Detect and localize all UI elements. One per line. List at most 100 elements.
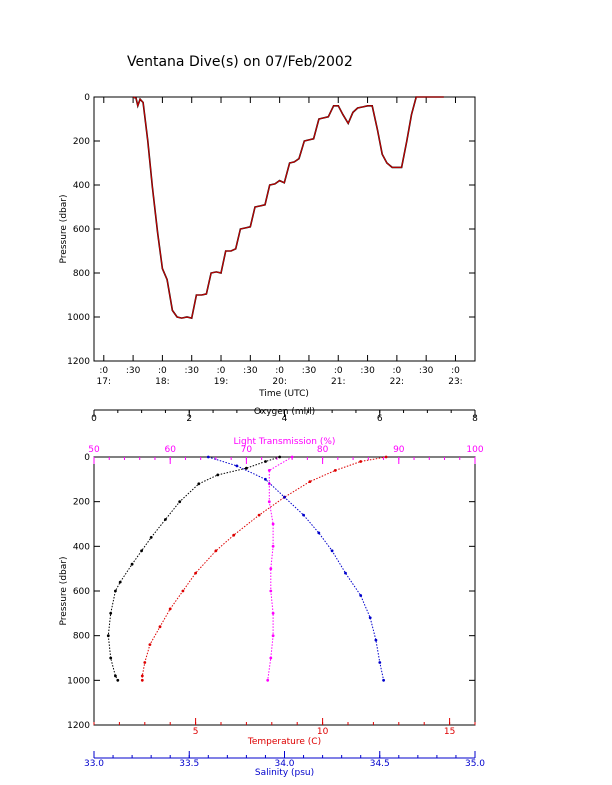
data-point [269, 589, 273, 593]
dive-track-shadow [132, 96, 444, 320]
data-point [308, 480, 312, 483]
data-point [148, 643, 152, 646]
data-point [106, 634, 110, 638]
y-tick-label: 1200 [67, 721, 90, 731]
axis-tick-label: 100 [466, 445, 483, 455]
data-point [317, 531, 321, 535]
data-point [378, 661, 382, 664]
data-point [181, 589, 185, 593]
x-tick-label-hour: 19: [214, 377, 228, 387]
y-tick-label: 600 [73, 225, 90, 235]
axis-title: Oxygen (ml/l) [254, 407, 315, 417]
y-tick-label: 800 [73, 632, 90, 642]
y-tick-label: 200 [73, 498, 90, 508]
x-tick-label-minute: :0 [158, 366, 167, 376]
data-point [271, 522, 275, 526]
dive-profile-x-ticks: :017::30:018::30:019::30:020::30:021::30… [97, 97, 463, 387]
axis-tick-label: 60 [164, 445, 176, 455]
data-point [374, 638, 378, 642]
axis-tick-label: 33.0 [84, 759, 104, 769]
data-point [140, 674, 144, 678]
data-point [118, 580, 122, 584]
x-tick-label-hour: 21: [331, 377, 345, 387]
data-point [330, 549, 334, 553]
profile-line [267, 456, 293, 681]
data-point [178, 500, 182, 504]
axis-tick-label: 4 [282, 414, 288, 424]
axis-tick-label: 34.0 [274, 759, 294, 769]
data-point [194, 571, 198, 575]
data-point [216, 473, 220, 477]
axis-tick-label: 33.5 [179, 759, 199, 769]
y-tick-label: 0 [84, 93, 90, 103]
data-point [245, 466, 248, 470]
data-point [368, 616, 372, 620]
data-point [140, 678, 144, 682]
data-point [130, 562, 134, 566]
x-tick-label-hour: 23: [448, 377, 462, 387]
ctd-profile-series [106, 455, 388, 682]
data-point [109, 611, 113, 615]
dive-profile-y-label: Pressure (dbar) [59, 195, 69, 264]
x-tick-label-minute: :0 [451, 366, 460, 376]
axis-title: Light Transmission (%) [234, 437, 336, 447]
axis-tick-label: 0 [91, 414, 97, 424]
data-point [267, 469, 271, 472]
x-tick-label-minute: :30 [243, 366, 258, 376]
y-tick-label: 1000 [67, 313, 90, 323]
y-tick-label: 0 [84, 453, 90, 463]
data-point [197, 482, 201, 486]
ctd-profile-chart: 0 200 400 600 800 1000 1200 0 2 4 6 8 Oxygen (ml/l)… [59, 407, 485, 778]
data-point [271, 544, 275, 548]
axis-tick-label: 2 [186, 414, 192, 424]
x-tick-label-hour: 17: [97, 377, 111, 387]
x-tick-label-minute: :0 [99, 366, 108, 376]
data-point [290, 455, 294, 459]
data-point [264, 477, 267, 481]
x-tick-label-minute: :0 [334, 366, 343, 376]
y-tick-label: 400 [73, 181, 90, 191]
x-tick-label-minute: :0 [217, 366, 226, 376]
axis-tick-label: 15 [444, 727, 455, 737]
data-point [283, 495, 286, 499]
data-point [168, 607, 172, 611]
data-point [235, 464, 239, 468]
data-point [271, 634, 275, 638]
ctd-profile-y-label: Pressure (dbar) [59, 557, 69, 626]
x-tick-label-hour: 18: [155, 377, 169, 387]
data-point [114, 674, 117, 678]
data-point [384, 455, 388, 459]
y-tick-label: 600 [73, 587, 90, 597]
data-point [158, 625, 162, 629]
y-tick-label: 400 [73, 542, 90, 552]
axis-tick-label: 10 [317, 727, 329, 737]
data-point [264, 460, 267, 463]
y-tick-label: 800 [73, 269, 90, 279]
data-point [302, 513, 305, 517]
data-point [271, 611, 275, 615]
data-point [143, 661, 147, 664]
data-point [116, 678, 120, 682]
data-point [206, 455, 210, 459]
data-point [164, 518, 167, 521]
chart-title: Ventana Dive(s) on 07/Feb/2002 [127, 54, 353, 70]
axis-tick-label: 80 [317, 445, 329, 455]
data-point [257, 513, 261, 517]
x-tick-label-minute: :0 [275, 366, 284, 376]
x-tick-label-minute: :30 [360, 366, 375, 376]
axis-tick-label: 35.0 [465, 759, 485, 769]
data-point [269, 656, 273, 660]
data-point [232, 533, 236, 537]
data-point [140, 549, 144, 553]
x-tick-label-hour: 20: [272, 377, 286, 387]
dive-profile-x-label: Time (UTC) [258, 389, 309, 399]
data-point [359, 460, 363, 463]
data-point [359, 594, 363, 597]
y-tick-label: 1000 [67, 676, 90, 686]
dive-track-line [132, 96, 444, 319]
axis-tick-label: 70 [241, 445, 253, 455]
data-point [267, 500, 271, 504]
axis-title: Temperature (C) [247, 737, 321, 747]
